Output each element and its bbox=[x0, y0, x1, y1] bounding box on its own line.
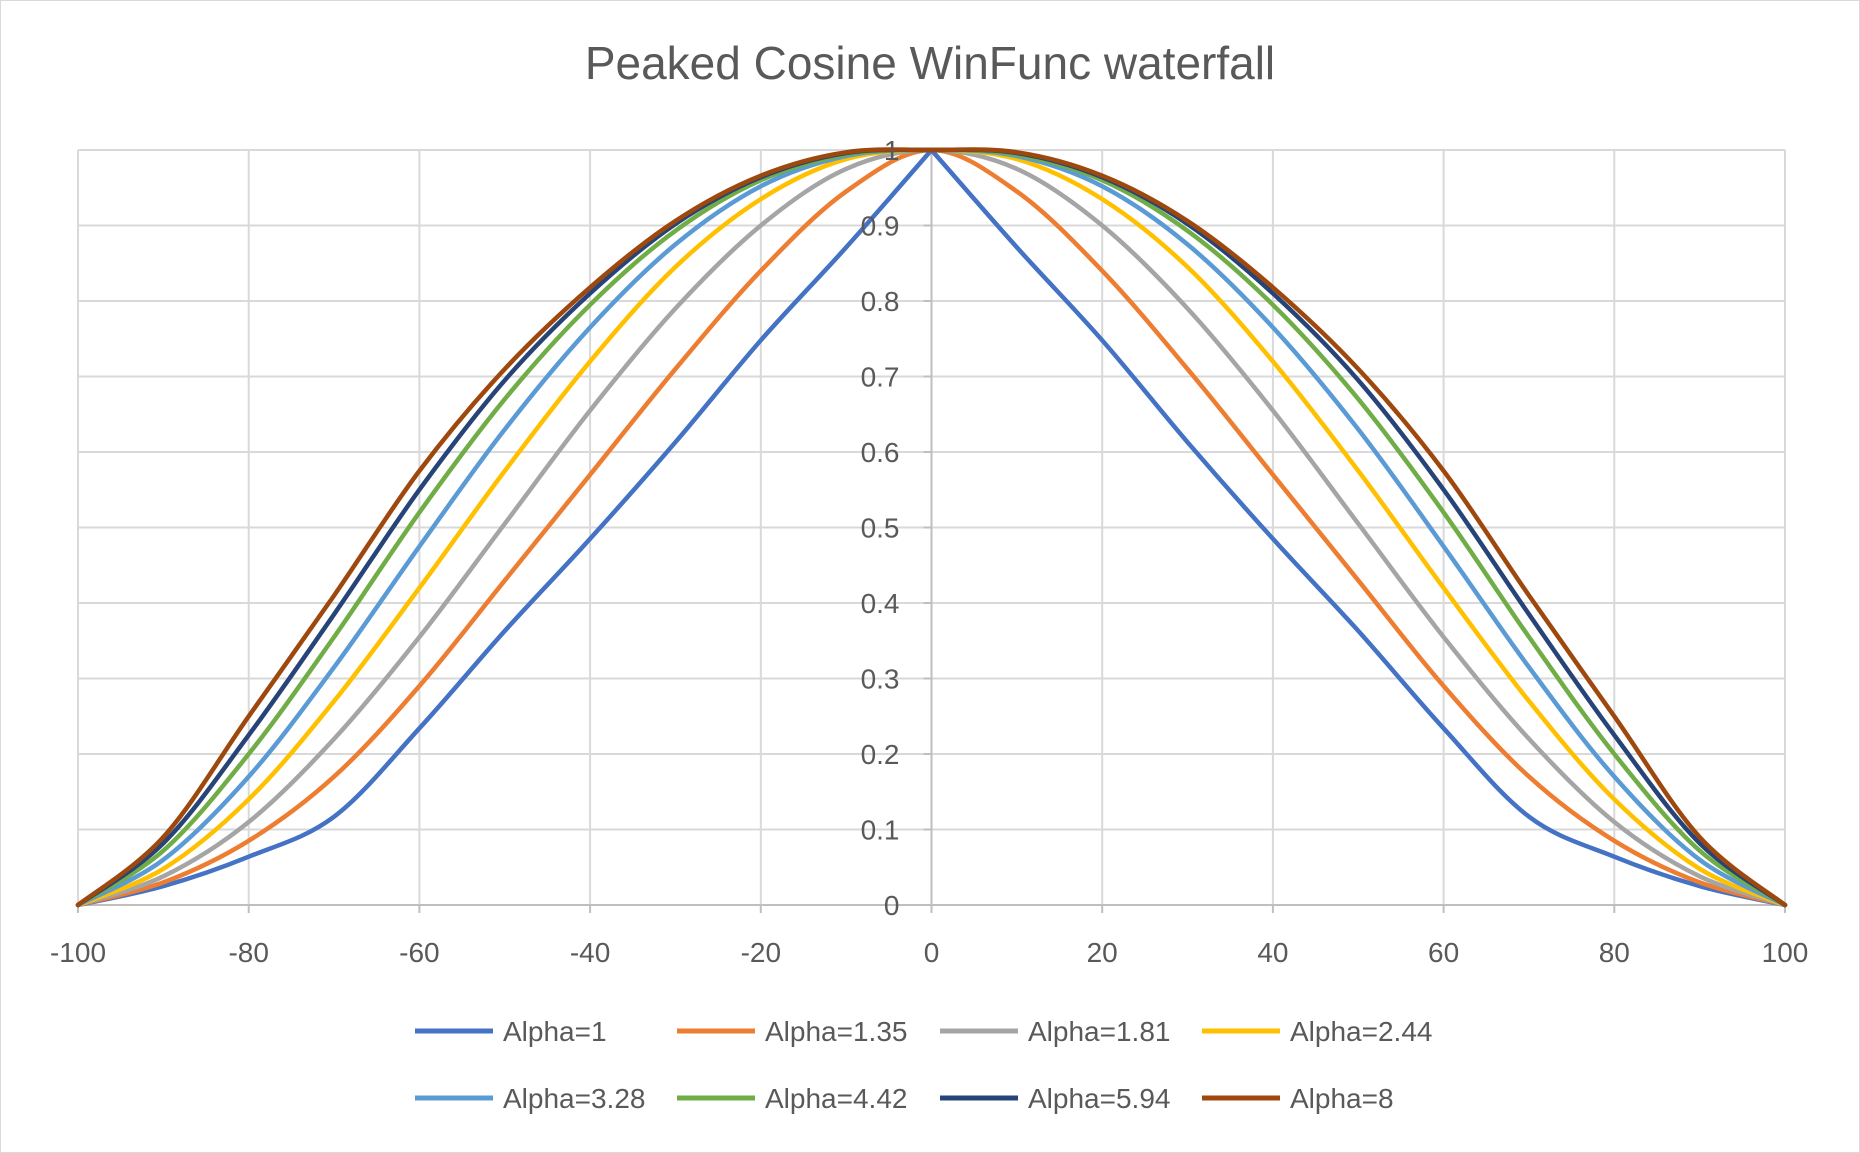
x-tick-label: 100 bbox=[1762, 937, 1809, 968]
legend-label: Alpha=1 bbox=[503, 1016, 607, 1047]
x-tick-label: -20 bbox=[741, 937, 781, 968]
y-tick-label: 0.6 bbox=[861, 437, 900, 468]
y-tick-label: 1 bbox=[884, 135, 900, 166]
legend-label: Alpha=3.28 bbox=[503, 1083, 645, 1114]
y-tick-label: 0.2 bbox=[861, 739, 900, 770]
y-tick-label: 0 bbox=[884, 890, 900, 921]
chart-title: Peaked Cosine WinFunc waterfall bbox=[584, 37, 1276, 89]
y-tick-label: 0.8 bbox=[861, 286, 900, 317]
y-tick-label: 0.7 bbox=[861, 362, 900, 393]
x-tick-label: -40 bbox=[570, 937, 610, 968]
series-line-alpha-1 bbox=[75, 147, 1788, 908]
x-tick-label: -100 bbox=[50, 937, 106, 968]
axes bbox=[77, 149, 1786, 913]
x-tick-label: 60 bbox=[1428, 937, 1459, 968]
y-tick-label: 0.5 bbox=[861, 513, 900, 544]
legend-label: Alpha=1.81 bbox=[1028, 1016, 1170, 1047]
legend-label: Alpha=1.35 bbox=[765, 1016, 907, 1047]
y-tick-label: 0.4 bbox=[861, 588, 900, 619]
legend-label: Alpha=4.42 bbox=[765, 1083, 907, 1114]
x-tick-label: -60 bbox=[399, 937, 439, 968]
legend-label: Alpha=5.94 bbox=[1028, 1083, 1170, 1114]
legend-label: Alpha=2.44 bbox=[1290, 1016, 1432, 1047]
series-lines bbox=[75, 147, 1788, 908]
series-line-alpha-8 bbox=[75, 147, 1788, 908]
y-tick-label: 0.9 bbox=[861, 211, 900, 242]
legend: Alpha=1 Alpha=1.35 Alpha=1.81 Alpha=2.44 Alp… bbox=[415, 1016, 1432, 1114]
x-tick-label: 80 bbox=[1599, 937, 1630, 968]
tick-labels: -100 -80 -60 -40 -20 0 20 40 60 80 100 0 0.1 0.2 0.3 0.… bbox=[50, 135, 1808, 968]
x-tick-label: -80 bbox=[228, 937, 268, 968]
x-tick-label: 40 bbox=[1257, 937, 1288, 968]
x-tick-label: 20 bbox=[1087, 937, 1118, 968]
x-tick-label: 0 bbox=[924, 937, 940, 968]
y-tick-label: 0.3 bbox=[861, 664, 900, 695]
legend-label: Alpha=8 bbox=[1290, 1083, 1394, 1114]
y-tick-label: 0.1 bbox=[861, 815, 900, 846]
